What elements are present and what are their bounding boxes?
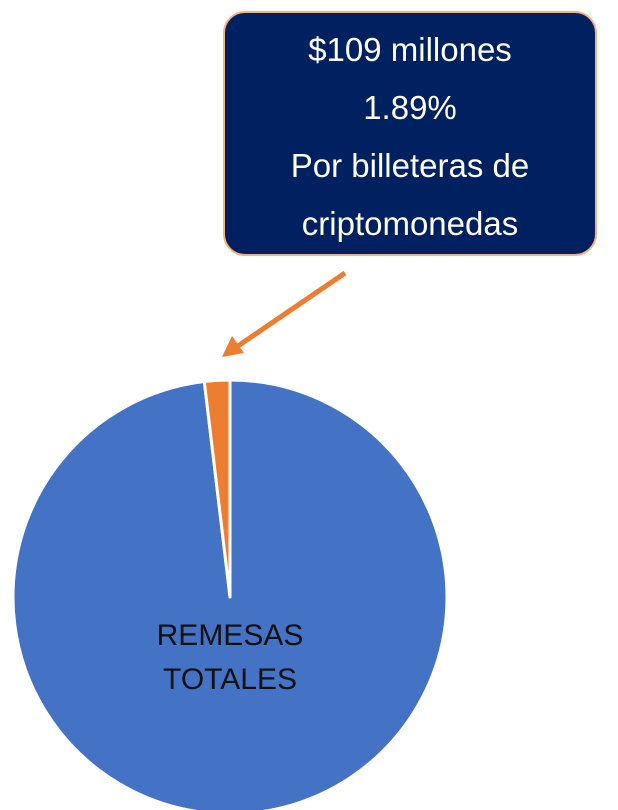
callout: $109 millones 1.89% Por billeteras de cr…	[223, 11, 597, 256]
pie	[11, 378, 449, 810]
slice-label: REMESAS TOTALES	[156, 619, 304, 696]
pie-slice	[202, 378, 232, 599]
slice-label: Por billeteras de criptomonedas	[290, 147, 530, 242]
arrow-head	[222, 336, 244, 357]
annotation: $109 millones	[308, 31, 512, 68]
value-label: 1.89%	[363, 89, 457, 126]
callout-arrow	[236, 270, 347, 349]
